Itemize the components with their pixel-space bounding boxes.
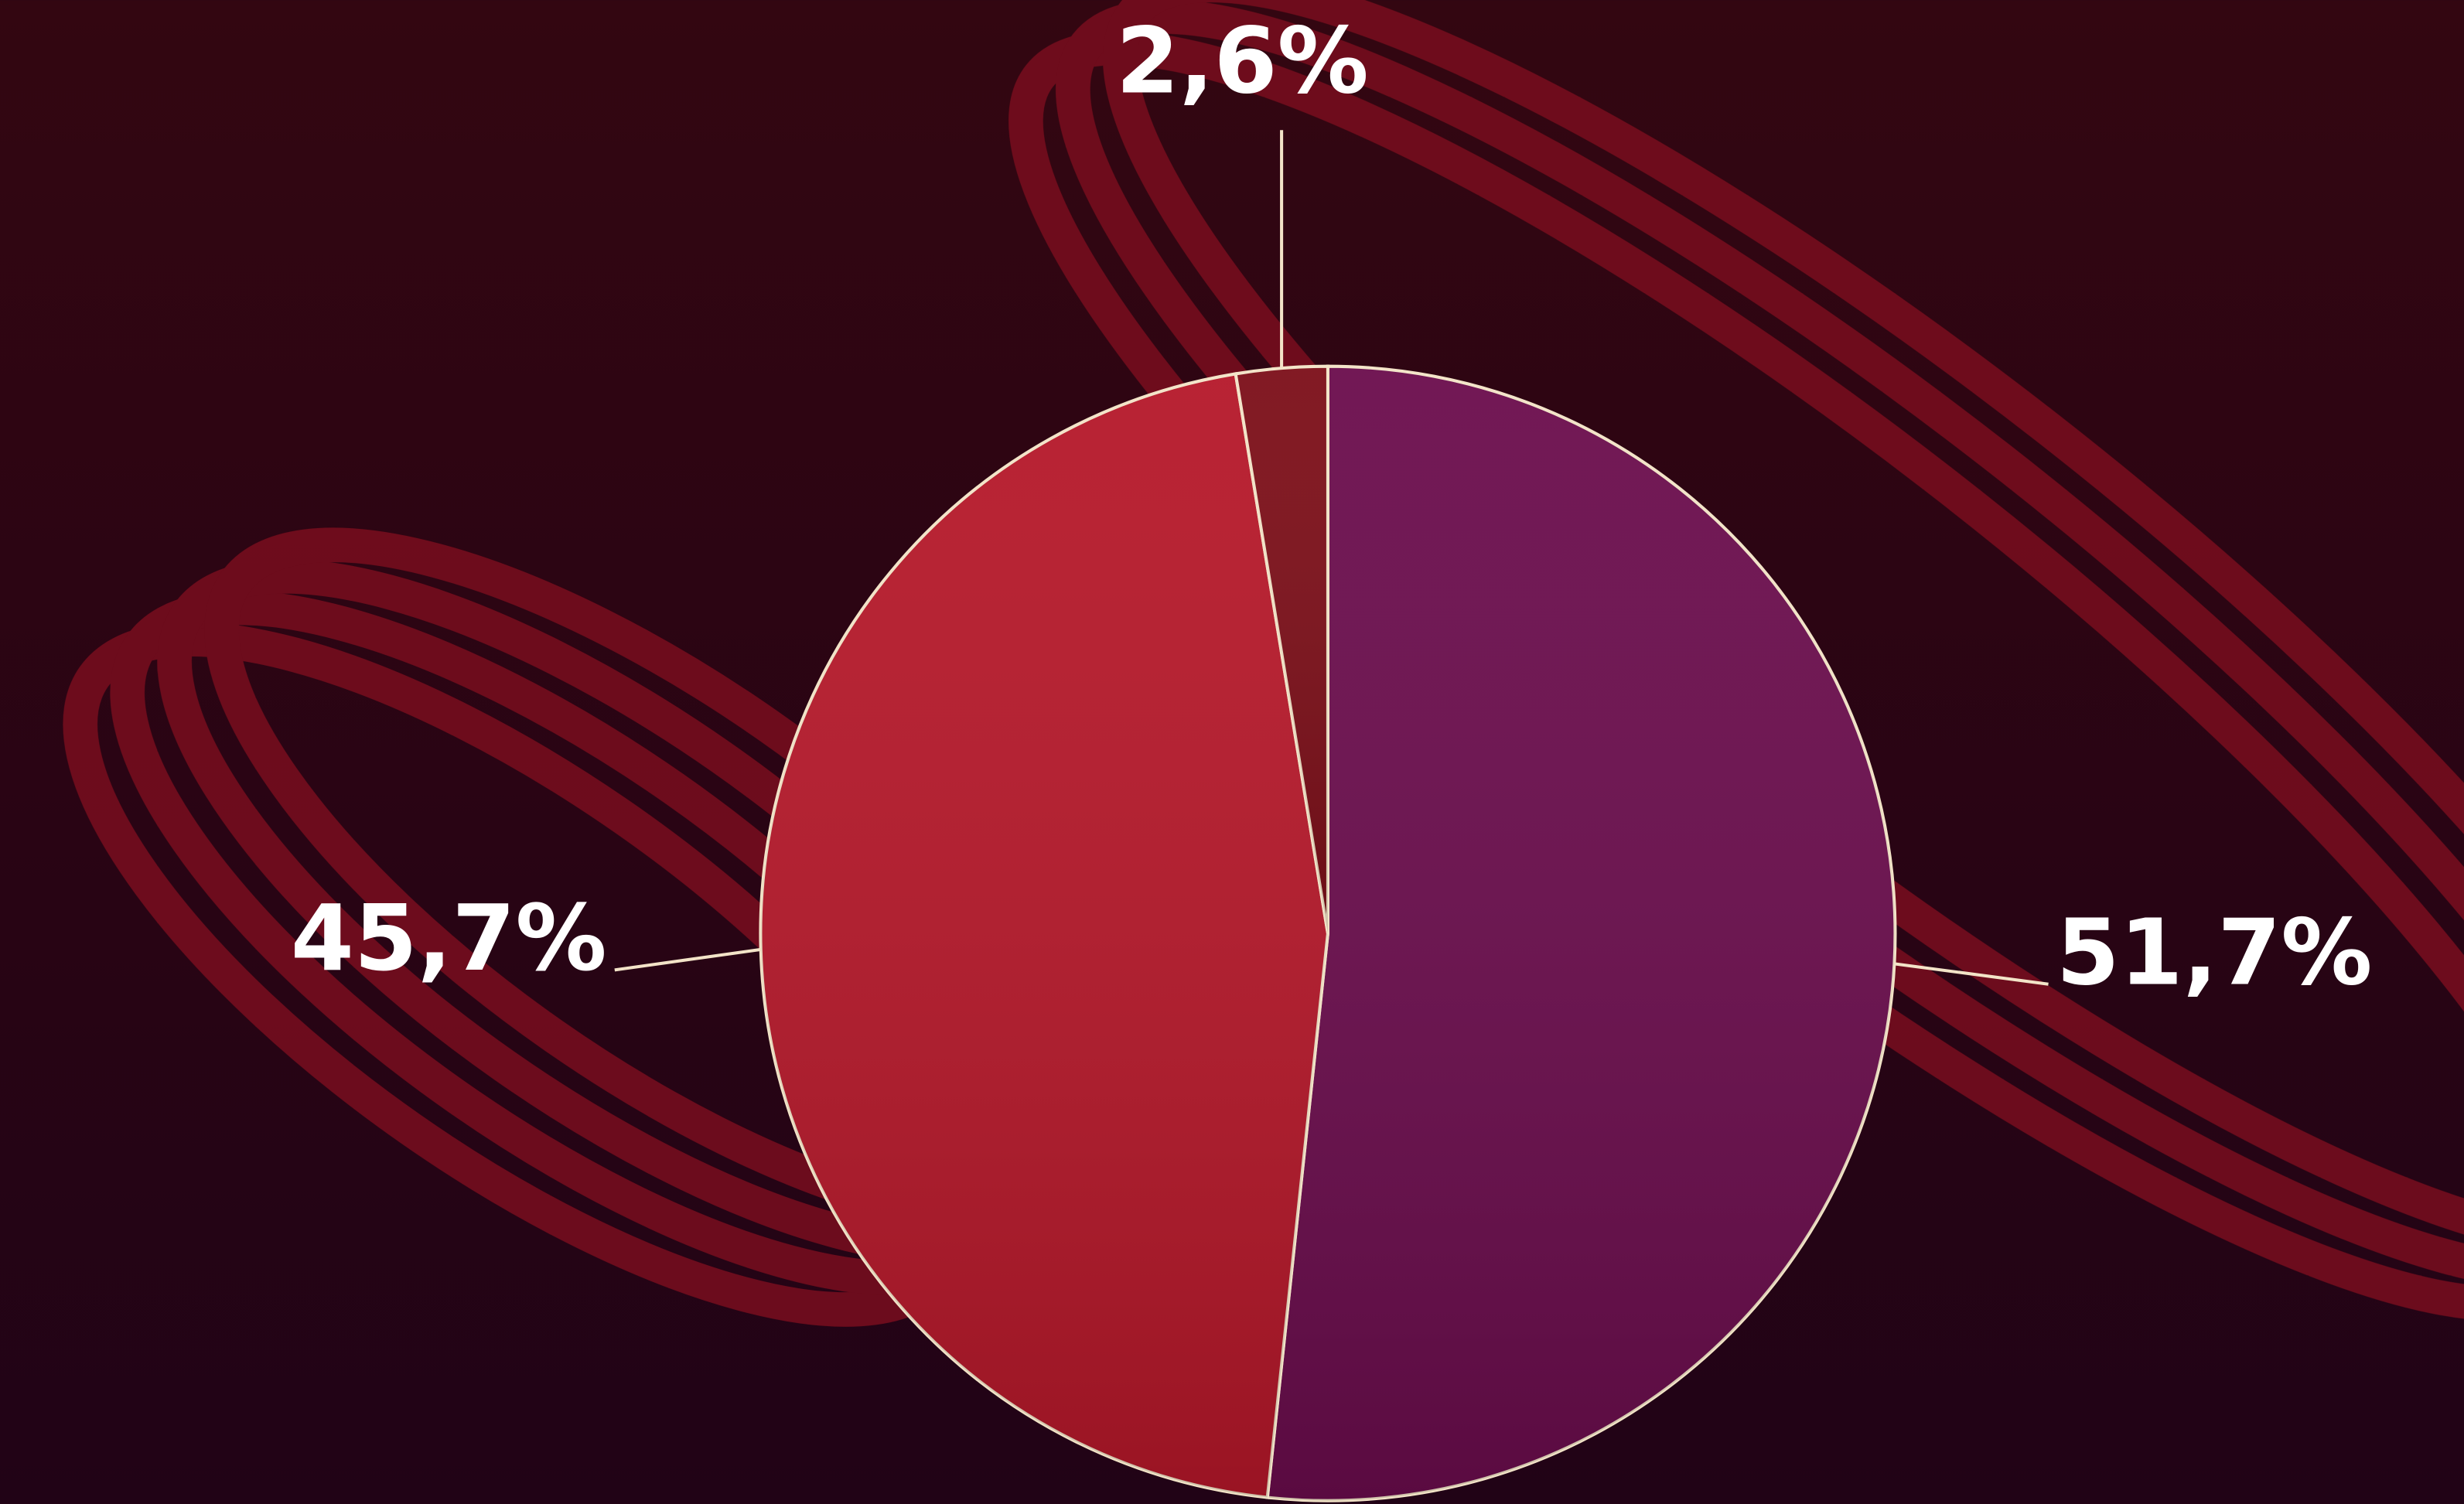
data-label: 51,7%	[2056, 899, 2373, 1005]
leader-line	[614, 947, 762, 972]
slice-shade	[1235, 366, 1328, 934]
pie: 51,7% 45,7% 2,6%	[291, 9, 2373, 1502]
data-label: 2,6%	[1116, 9, 1369, 114]
data-label: 45,7%	[291, 885, 607, 991]
leader-line	[1894, 962, 2049, 986]
slice-shade	[760, 373, 1328, 1498]
slice-shade	[1267, 366, 1896, 1501]
